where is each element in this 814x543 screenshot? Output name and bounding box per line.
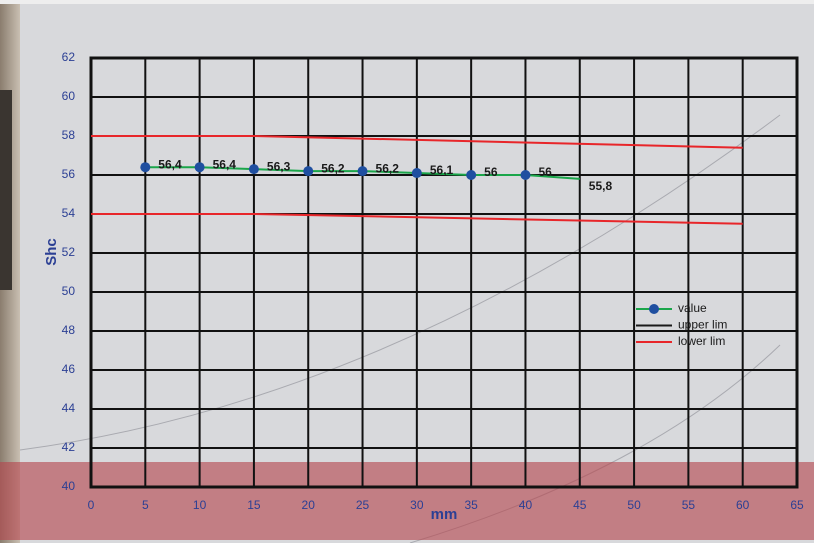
legend-label: lower lim xyxy=(678,334,725,348)
y-tick-label: 62 xyxy=(62,50,76,64)
top-edge xyxy=(0,0,814,4)
x-tick-label: 35 xyxy=(464,498,478,512)
series-line xyxy=(91,135,743,149)
point xyxy=(248,164,259,175)
point xyxy=(194,162,205,173)
data-label: 56,4 xyxy=(213,157,237,171)
y-tick-label: 52 xyxy=(62,245,76,259)
x-tick-label: 5 xyxy=(142,498,149,512)
data-label: 56,3 xyxy=(267,159,291,173)
legend-label: upper lim xyxy=(678,318,727,332)
x-tick-label: 65 xyxy=(790,498,804,512)
x-tick-label: 25 xyxy=(356,498,370,512)
x-tick-label: 40 xyxy=(519,498,533,512)
x-tick-label: 50 xyxy=(627,498,641,512)
photo-detail xyxy=(0,90,12,290)
point xyxy=(357,166,368,177)
x-tick-label: 20 xyxy=(302,498,316,512)
data-label: 56 xyxy=(538,165,552,179)
data-label: 56,1 xyxy=(430,163,454,177)
y-axis-label: Shc xyxy=(43,238,60,266)
decor-curve xyxy=(19,114,781,451)
x-tick-label: 55 xyxy=(682,498,696,512)
legend-marker xyxy=(649,304,659,314)
x-tick-label: 60 xyxy=(736,498,750,512)
point xyxy=(411,168,422,179)
point xyxy=(520,170,531,180)
y-tick-label: 60 xyxy=(62,89,76,103)
y-tick-label: 54 xyxy=(62,206,76,220)
data-label: 56 xyxy=(484,165,498,179)
x-tick-label: 30 xyxy=(410,498,424,512)
data-label: 56,4 xyxy=(158,157,182,171)
x-tick-label: 45 xyxy=(573,498,587,512)
y-tick-label: 48 xyxy=(62,323,76,337)
x-tick-label: 10 xyxy=(193,498,207,512)
series-line xyxy=(91,213,743,225)
y-tick-label: 42 xyxy=(62,440,76,454)
y-tick-label: 58 xyxy=(62,128,76,142)
data-label: 56,2 xyxy=(321,161,345,175)
y-tick-label: 44 xyxy=(62,401,76,415)
x-tick-label: 0 xyxy=(88,498,95,512)
point xyxy=(466,170,477,180)
data-label: 55,8 xyxy=(589,179,613,193)
y-tick-label: 50 xyxy=(62,284,76,298)
legend-label: value xyxy=(678,301,707,315)
bottom-band xyxy=(0,462,814,540)
data-label: 56,2 xyxy=(376,161,400,175)
y-tick-label: 40 xyxy=(62,479,76,493)
y-tick-label: 56 xyxy=(62,167,76,181)
plot: 40 42 44 46 48 50 52 54 56 58 60 62 0 5 10 15 20 25 30 35 40… xyxy=(62,50,804,512)
y-tick-label: 46 xyxy=(62,362,76,376)
x-axis-label: mm xyxy=(431,506,458,523)
point xyxy=(303,166,314,177)
plot-frame xyxy=(89,56,799,489)
x-tick-label: 15 xyxy=(247,498,261,512)
point xyxy=(140,162,151,173)
